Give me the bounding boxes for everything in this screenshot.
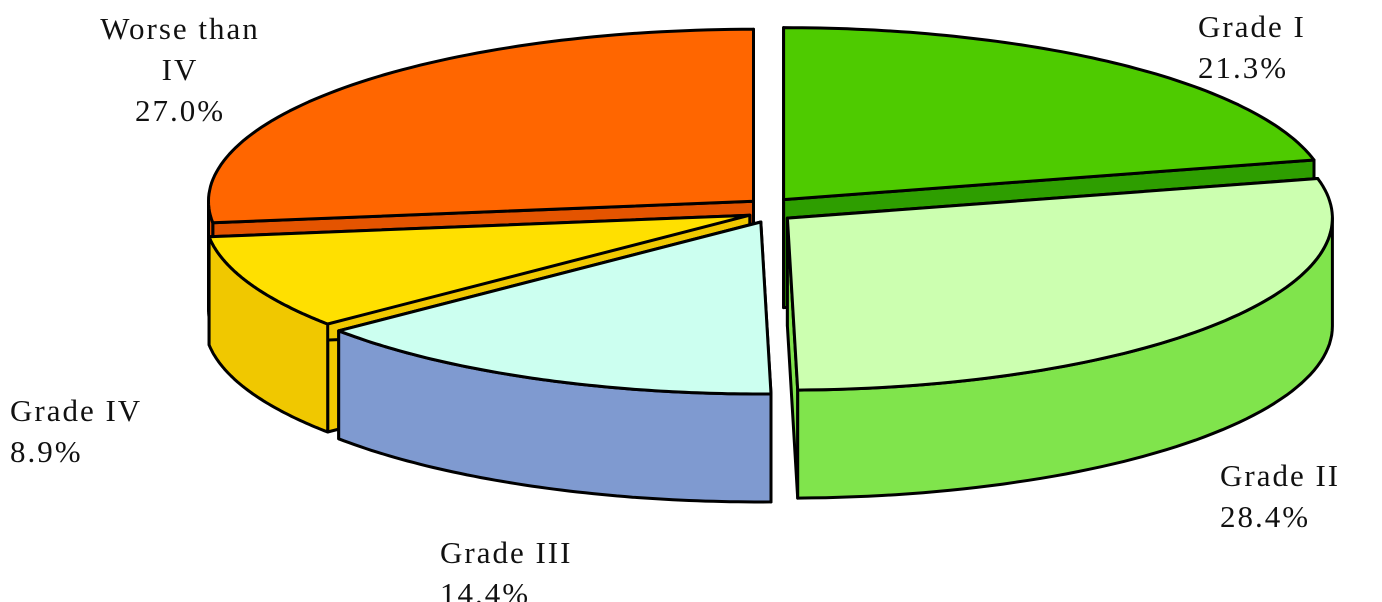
slice-category-label: Worse than IV [100,11,260,87]
slice [207,27,755,225]
slice-label: Grade IV 8.9% [10,390,230,472]
slice [785,177,1334,392]
slice [337,220,773,396]
slice-value-label: 27.0% [134,93,226,128]
slice-category-label: Grade IV [10,393,143,428]
slice-value-label: 14.4% [440,576,531,602]
slice-category-label: Grade I [1198,9,1306,44]
slice-category-label: Grade II [1220,458,1341,493]
slice-value-label: 28.4% [1220,499,1311,534]
slice [207,213,752,326]
slice [782,26,1316,202]
slice-label: Grade I 21.3% [1198,6,1378,88]
slice-value-label: 8.9% [10,434,83,469]
slice-label: Grade II 28.4% [1220,455,1380,537]
slice-label: Worse than IV 27.0% [60,8,300,131]
slice-value-label: 21.3% [1198,50,1289,85]
slice-label: Grade III 14.4% [440,532,660,602]
slice-category-label: Grade III [440,535,573,570]
